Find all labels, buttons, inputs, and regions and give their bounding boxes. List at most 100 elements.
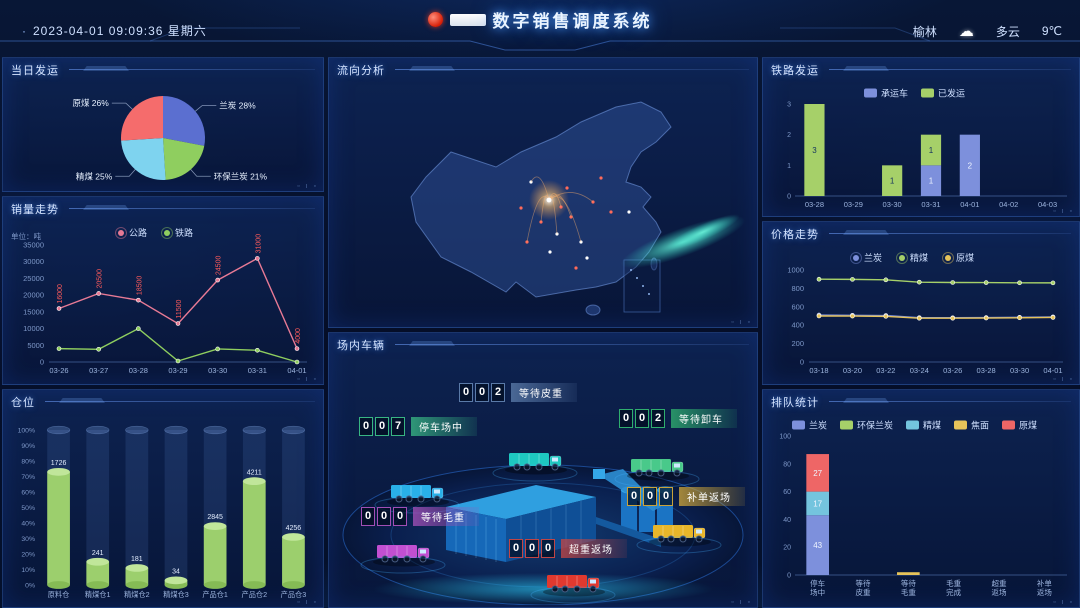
svg-text:03-28: 03-28 [805,200,824,209]
svg-text:60: 60 [783,489,791,496]
svg-text:04-02: 04-02 [999,200,1018,209]
counter-label: 补单返场 [679,487,745,506]
svg-text:等待毛重: 等待毛重 [901,578,916,597]
svg-text:03-28: 03-28 [129,366,148,375]
svg-text:兰炭 28%: 兰炭 28% [219,100,256,110]
panel-corner-decoration [1053,208,1074,215]
svg-text:兰炭: 兰炭 [809,420,827,431]
panel-corner-decoration [1053,376,1074,383]
svg-text:20: 20 [783,545,791,552]
counter-digit: 0 [643,487,657,506]
svg-text:1: 1 [929,177,934,186]
svg-text:03-30: 03-30 [208,366,227,375]
svg-text:0%: 0% [25,583,35,590]
svg-text:补单返场: 补单返场 [1037,578,1052,597]
svg-text:1: 1 [929,146,934,155]
svg-text:2845: 2845 [207,514,223,521]
svg-text:30000: 30000 [23,257,44,266]
panel-corner-decoration [297,599,318,606]
svg-text:43: 43 [813,541,822,550]
svg-text:25000: 25000 [23,274,44,283]
yard-counter-makeup: 0 0 0 补单返场 [627,487,745,506]
panel-title: 铁路发运 [771,65,819,77]
counter-label: 超重返场 [561,539,627,558]
svg-text:1000: 1000 [787,266,804,275]
svg-text:80%: 80% [21,459,35,466]
svg-text:精煤 25%: 精煤 25% [76,171,113,181]
panel-header-decoration [69,205,315,213]
svg-text:原煤: 原煤 [956,252,974,263]
svg-text:毛重完成: 毛重完成 [946,578,961,597]
svg-text:停车场中: 停车场中 [810,578,825,597]
counter-label: 等待毛重 [413,507,479,526]
panel-title: 仓位 [11,397,35,409]
app-title: 数字销售调度系统 [492,12,653,31]
rail-shipment-bar-chart[interactable]: 承运车 已发运 0 1 2 3 03-28 03-29 03-30 03-31 04-01 04-02… [765,82,1077,214]
svg-text:2: 2 [968,161,973,170]
top-header: 2023-04-01 09:09:36 星期六 数字销售调度系统 榆林 ☁ 多云… [0,0,1080,52]
queue-stats-bar-chart[interactable]: 兰炭 环保兰炭 精煤 焦面 原煤 0 20 40 60 80 100 停车场中 等待皮重 等待毛重 毛重完成… [765,414,1077,605]
counter-digit: 0 [659,487,673,506]
panel-header-decoration [45,398,315,406]
panel-corner-decoration [1053,599,1074,606]
panel-corner-decoration [297,376,318,383]
counter-digit: 0 [541,539,555,558]
svg-text:原料仓: 原料仓 [48,590,70,599]
svg-text:10%: 10% [21,567,35,574]
panel-header-decoration [829,230,1071,238]
svg-text:03-27: 03-27 [89,366,108,375]
panel-header-decoration [69,66,315,74]
svg-text:03-28: 03-28 [977,366,996,375]
svg-text:600: 600 [791,302,804,311]
price-trend-line-chart[interactable]: 兰炭 精煤 原煤 0 200 400 600 800 1000 03-18 03-20 03-22 03… [765,246,1077,382]
svg-text:产品仓1: 产品仓1 [202,590,228,599]
svg-text:200: 200 [791,339,804,348]
svg-text:04-01: 04-01 [1043,366,1062,375]
counter-digit: 2 [651,409,665,428]
svg-text:20000: 20000 [23,291,44,300]
panel-header-decoration [829,398,1071,406]
svg-text:环保兰炭: 环保兰炭 [857,420,893,431]
china-flow-map[interactable] [331,82,755,325]
svg-text:35000: 35000 [23,241,44,250]
panel-title: 价格走势 [771,229,819,241]
app-title-wrap: 数字销售调度系统 [0,7,1080,32]
counter-digit: 0 [509,539,523,558]
counter-digit: 0 [627,487,641,506]
svg-text:0: 0 [40,358,44,367]
counter-digit: 0 [525,539,539,558]
svg-text:30%: 30% [21,536,35,543]
weather-condition: 多云 [995,24,1020,39]
svg-text:03-29: 03-29 [844,200,863,209]
datetime: 2023-04-01 09:09:36 星期六 [22,22,207,39]
svg-text:24500: 24500 [216,256,223,276]
svg-text:3: 3 [787,102,791,109]
svg-text:16000: 16000 [57,284,64,304]
emblem-icon [427,12,443,27]
svg-text:3: 3 [812,146,817,155]
yard-counter-parking: 0 0 7 停车场中 [359,417,477,436]
svg-text:20%: 20% [21,552,35,559]
counter-digit: 0 [361,507,375,526]
svg-text:40%: 40% [21,521,35,528]
yard-counter-gross: 0 0 0 等待毛重 [361,507,479,526]
weather-city: 榆林 [912,24,937,39]
panel-header-decoration [395,66,749,74]
daily-shipment-pie-chart[interactable]: 兰炭 28% 环保兰炭 21% 精煤 25% 原煤 26% [5,82,321,189]
svg-text:超重返场: 超重返场 [992,579,1007,597]
svg-text:4256: 4256 [286,525,302,532]
svg-text:等待皮重: 等待皮重 [856,578,871,597]
svg-text:03-22: 03-22 [876,366,895,375]
svg-text:03-31: 03-31 [921,200,940,209]
counter-digit: 7 [391,417,405,436]
panel-corner-decoration [731,319,752,326]
weather-temperature: 9℃ [1041,24,1062,38]
warehouse-cylinder-chart[interactable]: 0% 10% 20% 30% 40% 50% 60% 70% 80% 90% 100% 1726 原料仓… [5,414,321,605]
svg-text:15000: 15000 [23,307,44,316]
panel-title: 当日发运 [11,65,59,77]
svg-text:90%: 90% [21,443,35,450]
yard-counter-overweight: 0 0 0 超重返场 [509,539,627,558]
svg-text:单位：吨: 单位：吨 [11,231,41,241]
sales-trend-line-chart[interactable]: 公路 铁路 0 5000 10000 15000 20000 25000 30000 35000 0… [5,221,321,382]
counter-digit: 2 [491,383,505,402]
